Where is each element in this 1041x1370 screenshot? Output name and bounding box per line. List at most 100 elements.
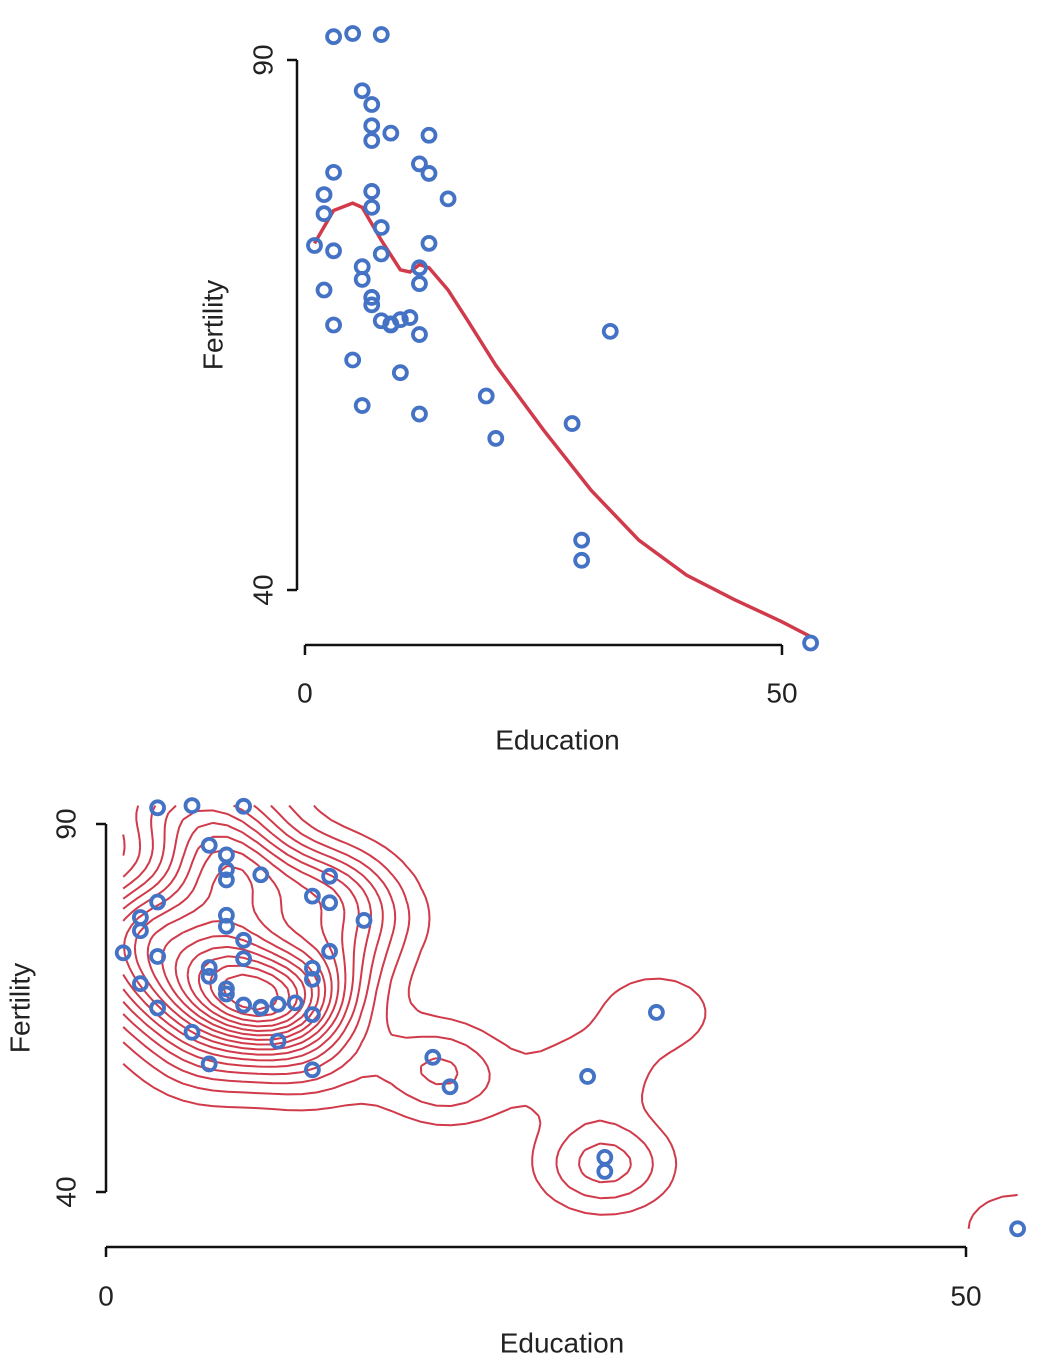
point bbox=[424, 1048, 442, 1066]
point bbox=[149, 999, 167, 1017]
point bbox=[200, 967, 218, 985]
point bbox=[183, 797, 201, 814]
point bbox=[363, 198, 381, 216]
y-axis-label: Fertility bbox=[197, 280, 228, 370]
y-tick-label: 40 bbox=[50, 1176, 81, 1207]
point bbox=[344, 25, 362, 42]
contour-line bbox=[122, 804, 632, 1184]
point bbox=[315, 186, 333, 204]
point bbox=[372, 219, 390, 236]
point bbox=[372, 245, 390, 263]
point bbox=[353, 82, 371, 100]
point bbox=[363, 183, 381, 200]
y-tick-label: 40 bbox=[247, 574, 278, 605]
point bbox=[303, 1006, 321, 1024]
point bbox=[149, 948, 167, 965]
x-tick-label: 0 bbox=[297, 677, 313, 708]
point bbox=[382, 124, 400, 142]
y-axis-label: Fertility bbox=[4, 963, 35, 1053]
point bbox=[114, 944, 132, 962]
point bbox=[321, 867, 339, 885]
point bbox=[579, 1068, 596, 1085]
point bbox=[306, 237, 323, 254]
contour-line bbox=[122, 804, 1018, 1229]
point bbox=[487, 430, 505, 447]
point bbox=[235, 996, 253, 1014]
point bbox=[441, 1078, 459, 1096]
smooth-line bbox=[312, 201, 812, 639]
point bbox=[321, 942, 339, 960]
point bbox=[411, 405, 428, 423]
point bbox=[235, 931, 253, 949]
contour-line bbox=[186, 945, 307, 1028]
point bbox=[420, 126, 438, 144]
point bbox=[303, 959, 321, 977]
point bbox=[344, 351, 362, 369]
point bbox=[802, 634, 819, 652]
point bbox=[363, 132, 381, 149]
point bbox=[563, 415, 581, 432]
point bbox=[420, 234, 438, 252]
contour-line bbox=[122, 804, 372, 1068]
point bbox=[235, 950, 253, 968]
contour-line bbox=[122, 821, 347, 1056]
point bbox=[411, 155, 428, 173]
point bbox=[325, 316, 342, 334]
contour-line bbox=[133, 848, 333, 1046]
point bbox=[573, 551, 591, 569]
point bbox=[363, 96, 381, 113]
point bbox=[200, 1055, 218, 1073]
point bbox=[372, 26, 390, 43]
point bbox=[363, 296, 381, 314]
y-tick-label: 90 bbox=[50, 808, 81, 839]
point bbox=[382, 316, 400, 334]
y-tick-label: 90 bbox=[247, 44, 278, 75]
point bbox=[217, 906, 235, 924]
point bbox=[411, 326, 428, 343]
point bbox=[596, 1149, 614, 1166]
point bbox=[149, 799, 167, 817]
point bbox=[131, 975, 149, 993]
contour-line bbox=[197, 955, 299, 1023]
point bbox=[303, 1061, 321, 1079]
x-tick-label: 50 bbox=[950, 1280, 981, 1311]
point bbox=[411, 275, 428, 293]
point bbox=[321, 894, 339, 912]
point bbox=[217, 861, 235, 879]
point bbox=[217, 917, 235, 935]
point bbox=[252, 866, 270, 884]
contour-line bbox=[122, 804, 384, 1076]
point bbox=[183, 1023, 201, 1041]
point bbox=[149, 893, 167, 911]
contour-line bbox=[146, 864, 327, 1041]
point bbox=[131, 909, 149, 926]
point bbox=[269, 1032, 287, 1050]
point bbox=[363, 117, 381, 135]
point bbox=[217, 871, 235, 889]
x-axis-label: Education bbox=[495, 724, 620, 755]
point bbox=[252, 999, 270, 1017]
point bbox=[391, 364, 409, 382]
point bbox=[303, 970, 321, 988]
point bbox=[315, 281, 333, 299]
point bbox=[411, 259, 428, 277]
point bbox=[235, 797, 253, 815]
point bbox=[325, 28, 342, 46]
point bbox=[353, 397, 371, 414]
contour-line bbox=[122, 804, 654, 1200]
x-axis-label: Education bbox=[500, 1327, 625, 1358]
point bbox=[648, 1004, 665, 1021]
point bbox=[269, 995, 287, 1013]
point bbox=[420, 165, 438, 182]
point bbox=[217, 980, 235, 998]
point bbox=[355, 912, 373, 929]
point bbox=[315, 205, 333, 223]
x-tick-label: 0 bbox=[98, 1280, 114, 1311]
point bbox=[325, 163, 342, 181]
contour-line bbox=[122, 809, 360, 1062]
point bbox=[573, 531, 591, 549]
point bbox=[200, 836, 218, 854]
point bbox=[477, 387, 495, 405]
point bbox=[401, 309, 419, 326]
